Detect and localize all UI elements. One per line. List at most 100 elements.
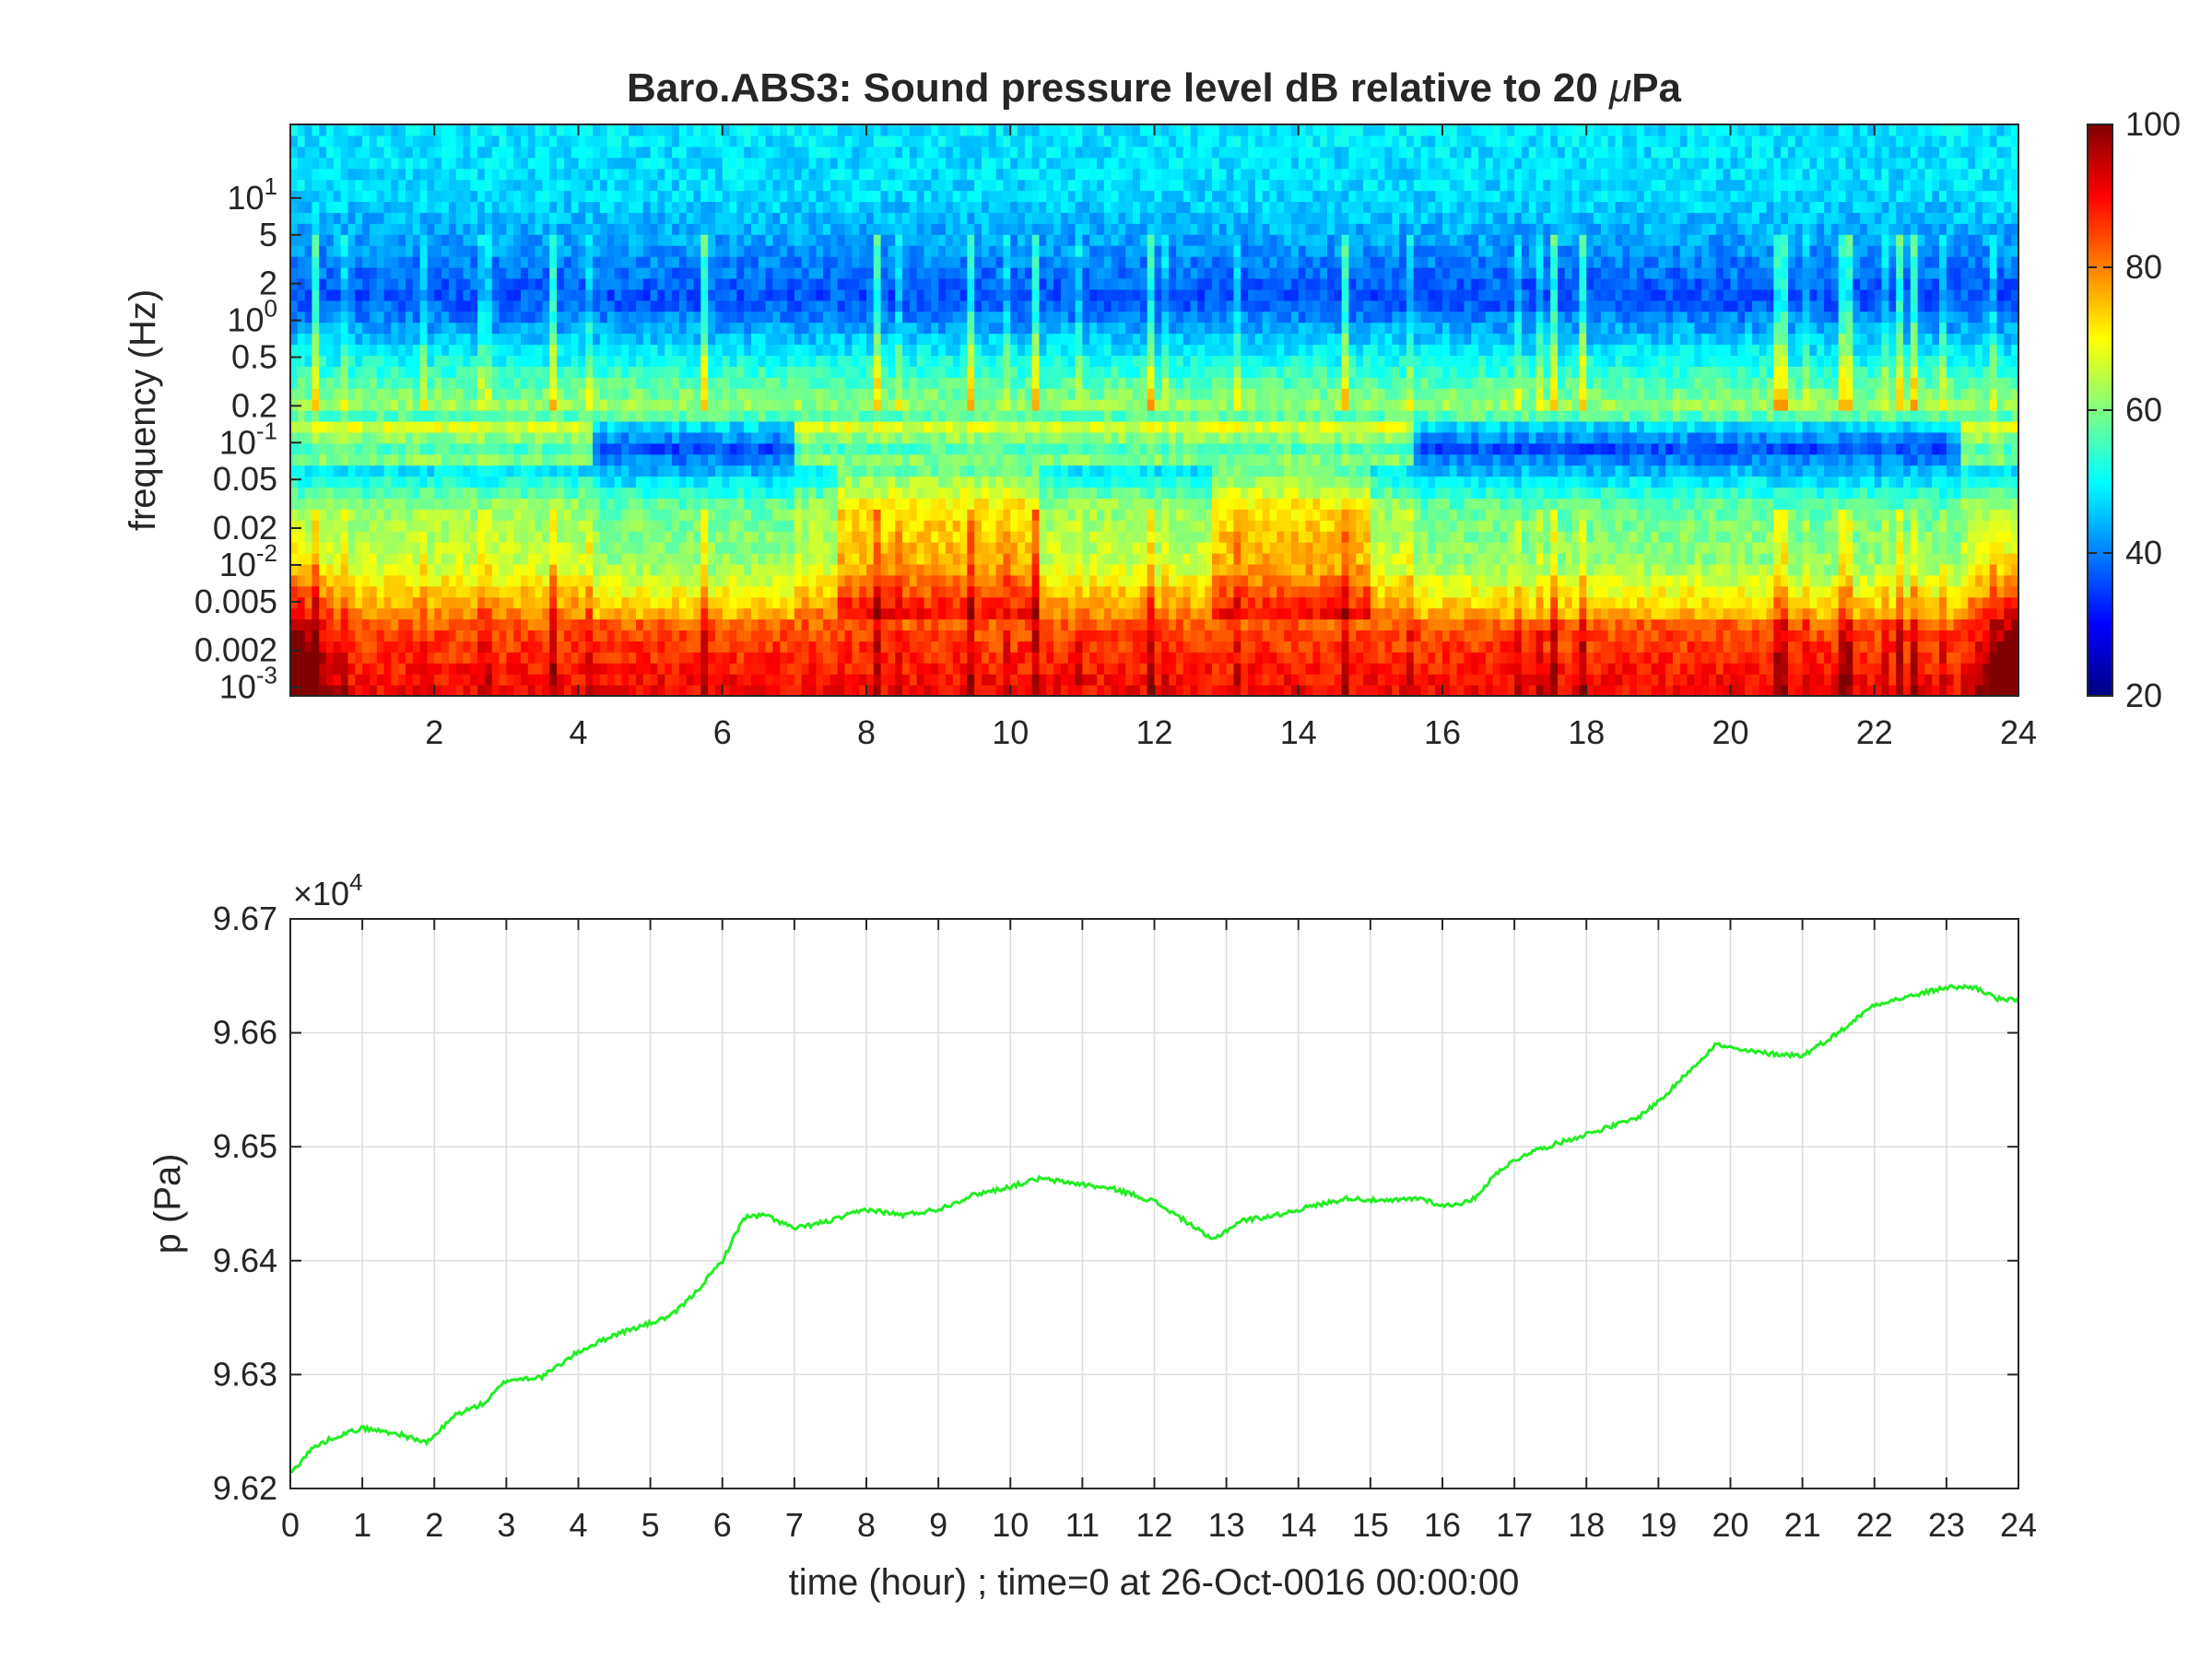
heatmap-cell xyxy=(333,553,342,565)
heatmap-cell xyxy=(758,212,767,224)
heatmap-cell xyxy=(614,366,622,378)
heatmap-cell xyxy=(765,223,774,235)
heatmap-cell xyxy=(527,355,536,367)
heatmap-cell xyxy=(974,520,982,532)
heatmap-cell xyxy=(412,234,421,246)
heatmap-cell xyxy=(765,355,774,367)
heatmap-cell xyxy=(888,498,896,510)
heatmap-cell xyxy=(974,288,982,301)
heatmap-cell xyxy=(700,366,709,378)
heatmap-cell xyxy=(830,288,839,301)
heatmap-cell xyxy=(729,563,737,576)
heatmap-cell xyxy=(499,212,507,224)
heatmap-cell xyxy=(650,366,659,378)
heatmap-cell xyxy=(657,300,665,312)
heatmap-cell xyxy=(924,629,932,641)
heatmap-cell xyxy=(780,344,788,356)
heatmap-cell xyxy=(448,190,457,203)
heatmap-cell xyxy=(924,542,932,554)
heatmap-cell xyxy=(506,542,514,554)
heatmap-cell xyxy=(585,300,594,312)
heatmap-cell xyxy=(808,487,817,499)
heatmap-cell xyxy=(844,322,853,335)
heatmap-cell xyxy=(837,563,846,576)
heatmap-cell xyxy=(463,509,471,521)
heatmap-cell xyxy=(506,652,514,664)
heatmap-cell xyxy=(355,663,363,675)
heatmap-cell xyxy=(866,563,875,576)
heatmap-cell xyxy=(808,585,817,598)
heatmap-cell xyxy=(916,487,925,499)
heatmap-cell xyxy=(650,476,659,488)
heatmap-cell xyxy=(787,431,795,444)
heatmap-cell xyxy=(873,157,882,170)
heatmap-cell xyxy=(484,288,493,301)
heatmap-cell xyxy=(880,520,889,532)
heatmap-cell xyxy=(585,420,594,433)
heatmap-cell xyxy=(873,487,882,499)
heatmap-cell xyxy=(714,190,724,203)
heatmap-cell xyxy=(304,553,313,565)
heatmap-cell xyxy=(852,663,860,675)
heatmap-cell xyxy=(606,311,616,324)
heatmap-cell xyxy=(909,245,918,257)
heatmap-cell xyxy=(744,607,752,620)
heatmap-cell xyxy=(794,596,803,609)
heatmap-cell xyxy=(563,267,572,279)
heatmap-cell xyxy=(484,234,493,246)
heatmap-cell xyxy=(304,607,313,620)
heatmap-cell xyxy=(780,420,788,433)
heatmap-cell xyxy=(693,498,701,510)
heatmap-cell xyxy=(455,344,465,356)
heatmap-cell xyxy=(326,146,335,159)
heatmap-cell xyxy=(708,135,716,147)
heatmap-cell xyxy=(347,563,356,576)
heatmap-cell xyxy=(758,685,767,696)
heatmap-cell xyxy=(686,431,695,444)
heatmap-cell xyxy=(852,135,860,147)
heatmap-cell xyxy=(419,629,429,641)
heatmap-cell xyxy=(304,267,313,279)
heatmap-cell xyxy=(362,498,371,510)
heatmap-cell xyxy=(383,377,392,389)
heatmap-cell xyxy=(391,476,399,488)
heatmap-cell xyxy=(355,542,363,554)
heatmap-cell xyxy=(491,234,500,246)
heatmap-cell xyxy=(729,267,737,279)
heatmap-cell xyxy=(751,563,759,576)
heatmap-cell xyxy=(484,641,493,653)
heatmap-cell xyxy=(866,168,875,181)
heatmap-cell xyxy=(477,553,486,565)
heatmap-cell xyxy=(722,596,731,609)
heatmap-cell xyxy=(736,663,745,675)
heatmap-cell xyxy=(297,476,306,488)
heatmap-cell xyxy=(837,509,846,521)
heatmap-cell xyxy=(844,300,853,312)
heatmap-cell xyxy=(535,652,544,664)
heatmap-cell xyxy=(866,629,875,641)
heatmap-cell xyxy=(657,212,665,224)
heatmap-cell xyxy=(585,465,594,477)
heatmap-cell xyxy=(909,410,918,422)
heatmap-cell xyxy=(557,509,565,521)
heatmap-cell xyxy=(376,685,385,696)
heatmap-cell xyxy=(657,574,665,587)
heatmap-cell xyxy=(614,442,622,455)
heatmap-cell xyxy=(665,300,673,312)
heatmap-cell xyxy=(967,431,975,444)
heatmap-cell xyxy=(290,223,299,235)
heatmap-cell xyxy=(434,355,442,367)
heatmap-cell xyxy=(340,388,349,400)
heatmap-cell xyxy=(859,498,867,510)
heatmap-cell xyxy=(895,179,903,192)
heatmap-cell xyxy=(859,641,867,653)
heatmap-cell xyxy=(470,288,478,301)
heatmap-cell xyxy=(304,476,313,488)
heatmap-cell xyxy=(672,542,680,554)
heatmap-cell xyxy=(557,267,565,279)
heatmap-cell xyxy=(629,563,637,576)
heatmap-cell xyxy=(678,157,688,170)
heatmap-cell xyxy=(938,520,947,532)
heatmap-cell xyxy=(708,190,716,203)
heatmap-cell xyxy=(787,146,795,159)
